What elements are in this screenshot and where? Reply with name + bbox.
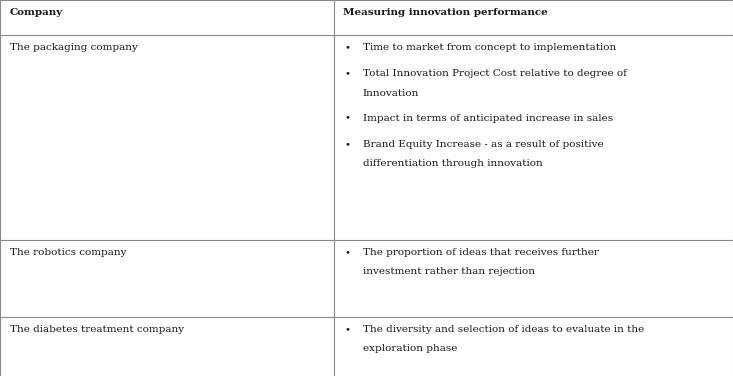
Text: •: • — [345, 325, 350, 334]
Text: Brand Equity Increase - as a result of positive: Brand Equity Increase - as a result of p… — [363, 140, 603, 149]
Text: The proportion of ideas that receives further: The proportion of ideas that receives fu… — [363, 248, 599, 257]
Text: The packaging company: The packaging company — [10, 43, 137, 52]
Text: investment rather than rejection: investment rather than rejection — [363, 267, 535, 276]
Text: •: • — [345, 114, 350, 123]
Text: Total Innovation Project Cost relative to degree of: Total Innovation Project Cost relative t… — [363, 69, 627, 78]
Text: Time to market from concept to implementation: Time to market from concept to implement… — [363, 43, 616, 52]
Text: Impact in terms of anticipated increase in sales: Impact in terms of anticipated increase … — [363, 114, 613, 123]
Text: The robotics company: The robotics company — [10, 248, 126, 257]
Text: •: • — [345, 248, 350, 257]
Text: •: • — [345, 69, 350, 78]
Text: differentiation through innovation: differentiation through innovation — [363, 159, 542, 168]
Text: Measuring innovation performance: Measuring innovation performance — [343, 8, 548, 17]
Text: Innovation: Innovation — [363, 89, 419, 98]
Text: The diversity and selection of ideas to evaluate in the: The diversity and selection of ideas to … — [363, 325, 644, 334]
Text: •: • — [345, 140, 350, 149]
Text: •: • — [345, 43, 350, 52]
Text: Company: Company — [10, 8, 63, 17]
Text: exploration phase: exploration phase — [363, 344, 457, 353]
Text: The diabetes treatment company: The diabetes treatment company — [10, 325, 184, 334]
